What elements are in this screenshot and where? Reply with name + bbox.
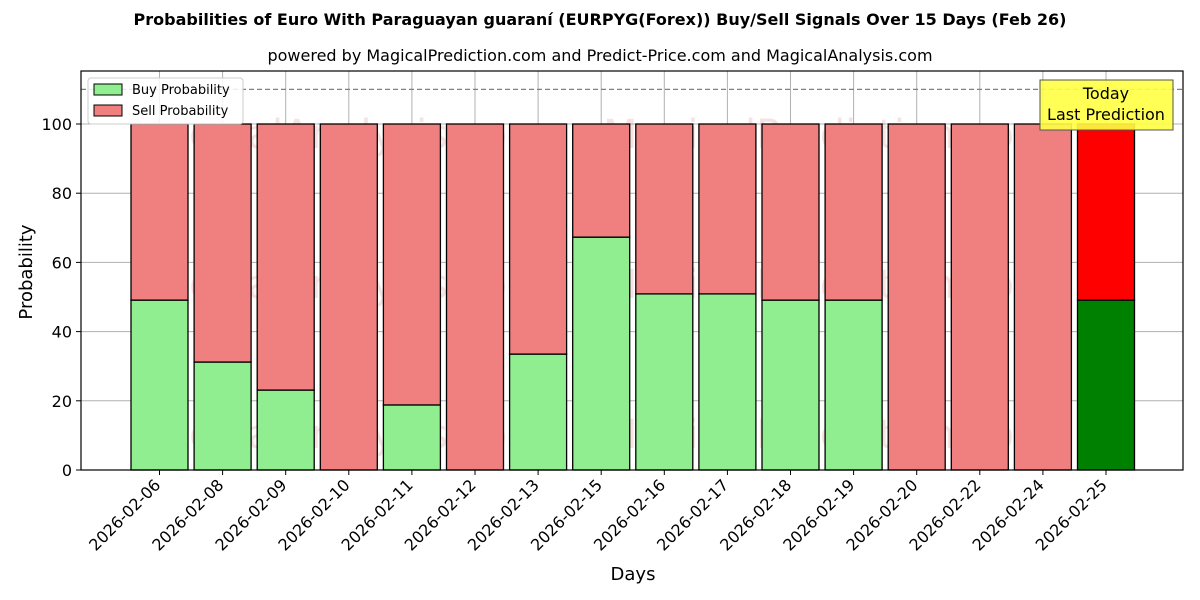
svg-text:20: 20 — [52, 392, 72, 411]
chart-subtitle: powered by MagicalPrediction.com and Pre… — [267, 46, 933, 65]
sell-bar — [256, 123, 315, 391]
sell-bar — [1076, 123, 1136, 301]
sell-bar — [130, 123, 189, 301]
y-axis-label: Probability — [16, 224, 37, 319]
svg-text:100: 100 — [41, 115, 72, 134]
legend: Buy Probability Sell Probability — [87, 77, 244, 125]
buy-bar — [761, 299, 820, 471]
sell-bar — [698, 123, 757, 295]
svg-text:60: 60 — [52, 253, 72, 272]
svg-text:40: 40 — [52, 323, 72, 342]
svg-text:Today: Today — [1082, 84, 1129, 103]
x-axis: 2026-02-062026-02-082026-02-092026-02-10… — [85, 470, 1111, 585]
sell-bar — [193, 123, 252, 363]
sell-bar — [508, 123, 568, 355]
legend-sell: Sell Probability — [132, 104, 229, 119]
svg-text:Last Prediction: Last Prediction — [1047, 105, 1165, 124]
sell-bar — [887, 123, 946, 471]
legend-buy: Buy Probability — [132, 83, 230, 98]
sell-bar — [761, 123, 820, 301]
sell-bar — [319, 123, 378, 471]
buy-bar — [130, 299, 189, 471]
buy-bar — [698, 293, 757, 471]
sell-bar — [824, 123, 883, 301]
sell-bar — [635, 123, 694, 295]
svg-text:80: 80 — [52, 184, 72, 203]
buy-bar — [508, 353, 568, 471]
buy-bar — [824, 299, 883, 471]
axes-frame — [80, 70, 1184, 471]
bars — [130, 123, 1136, 471]
today-annotation: Today Last Prediction — [1039, 79, 1174, 131]
buy-bar — [193, 361, 252, 471]
sell-bar — [950, 123, 1009, 471]
buy-bar — [382, 404, 442, 471]
x-axis-label: Days — [611, 564, 656, 585]
chart-title: Probabilities of Euro With Paraguayan gu… — [133, 10, 1067, 29]
sell-bar — [572, 123, 631, 238]
sell-bar — [445, 123, 505, 471]
buy-bar — [1076, 299, 1136, 471]
buy-bar — [635, 293, 694, 471]
y-axis: 0 20 40 60 80 100 Probability — [16, 115, 81, 480]
buy-bar — [572, 236, 631, 471]
svg-text:0: 0 — [62, 461, 72, 480]
buy-bar — [256, 389, 315, 471]
sell-bar — [1013, 123, 1073, 471]
sell-bar — [382, 123, 442, 406]
